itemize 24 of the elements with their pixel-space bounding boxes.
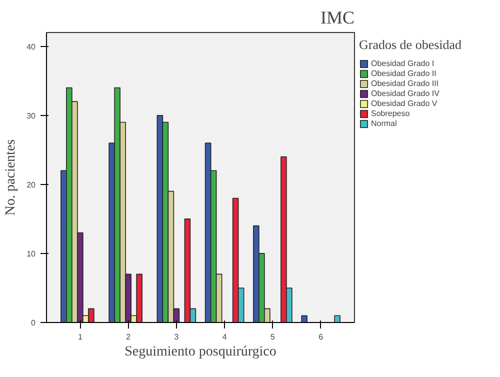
legend-label: Obesidad Grado III — [371, 79, 439, 88]
y-tick-label: 30 — [26, 111, 36, 120]
legend-label: Normal — [371, 119, 397, 128]
x-tick-label: 5 — [270, 332, 276, 342]
bar — [334, 315, 340, 322]
x-tick-label: 1 — [78, 332, 83, 342]
x-tick-label: 2 — [126, 332, 132, 342]
y-tick-label: 10 — [26, 249, 36, 258]
x-axis-title: Seguimiento posquirúrgico — [124, 344, 276, 360]
chart-title: IMC — [320, 8, 355, 28]
y-axis-title: No. pacientes — [4, 139, 19, 216]
legend-label: Obesidad Grado II — [371, 69, 436, 78]
legend-label: Sobrepeso — [371, 109, 410, 118]
y-tick-label: 0 — [31, 318, 36, 328]
y-tick-label: 20 — [26, 180, 36, 190]
legend-label: Obesidad Grado I — [371, 59, 434, 68]
y-tick-label: 40 — [26, 42, 36, 52]
legend-label: Obesidad Grado IV — [371, 89, 440, 98]
x-tick-label: 3 — [174, 332, 180, 342]
legend-title: Grados de obesidad — [359, 37, 462, 53]
legend-label: Obesidad Grado V — [371, 99, 438, 108]
bar — [301, 315, 308, 322]
x-tick-label: 6 — [318, 332, 324, 342]
x-tick-label: 4 — [222, 332, 228, 342]
